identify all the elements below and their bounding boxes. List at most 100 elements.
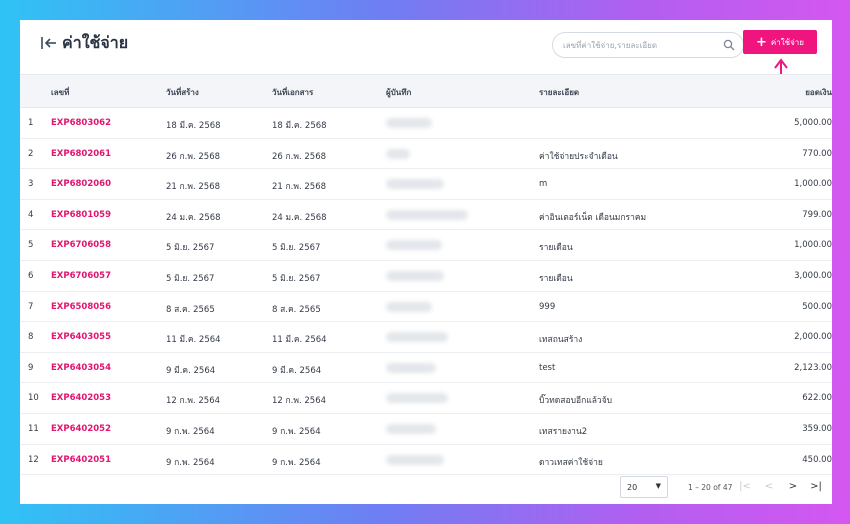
next-page-icon[interactable]: > [788,481,798,492]
expense-id-link[interactable]: EXP6802060 [51,179,111,190]
created-date: 9 มี.ค. 2564 [166,365,216,376]
created-date: 18 มี.ค. 2568 [166,121,221,131]
amount-value: 1,000.00 [794,179,832,190]
amount-value: 2,123.00 [794,362,832,373]
column-header-number[interactable]: เลขที่ [51,88,70,97]
document-date: 12 ก.พ. 2564 [272,396,327,407]
document-date: 21 ก.พ. 2568 [272,182,327,193]
column-header-amount[interactable]: ยอดเงิน [805,88,832,97]
expense-id-link[interactable]: EXP6402051 [51,454,111,465]
expense-id-link[interactable]: EXP6403055 [51,332,111,343]
document-date: 18 มี.ค. 2568 [272,121,327,131]
table-row[interactable]: 4 EXP6801059 24 ม.ค. 2568 24 ม.ค. 2568 ค่าอิ… [20,200,832,231]
expense-id-link[interactable]: EXP6508056 [51,301,111,312]
page-size-value: 20 [627,483,638,492]
expense-id-link[interactable]: EXP6802061 [51,148,111,159]
table-row[interactable]: 3 EXP6802060 21 ก.พ. 2568 21 ก.พ. 2568 m 1,00… [20,169,832,200]
prev-page-icon[interactable]: < [764,481,774,492]
detail-text: รายเดือน [539,273,573,284]
table-row[interactable]: 9 EXP6403054 9 มี.ค. 2564 9 มี.ค. 2564 test 2… [20,353,832,384]
recorder-name-redacted [386,270,444,284]
recorder-name-redacted [386,209,468,223]
table-row[interactable]: 6 EXP6706057 5 มิ.ย. 2567 5 มิ.ย. 2567 รายเด… [20,261,832,292]
row-number: 10 [28,393,39,404]
recorder-name-redacted [386,240,442,253]
back-icon[interactable] [40,34,58,52]
search-icon[interactable] [723,39,735,51]
expense-id-link[interactable]: EXP6801059 [51,209,111,220]
column-header-doc-date[interactable]: วันที่เอกสาร [272,88,314,97]
add-expense-label: ค่าใช้จ่าย [770,37,804,47]
created-date: 9 ก.พ. 2564 [166,457,215,468]
page-size-select[interactable]: 20 ▼ [620,476,668,498]
recorder-name-redacted [386,179,444,192]
amount-value: 622.00 [802,393,832,404]
column-header-created[interactable]: วันที่สร้าง [166,88,199,97]
caret-down-icon: ▼ [655,482,661,490]
recorder-name-redacted [386,454,444,468]
recorder-name-redacted [386,301,432,315]
page-header: ค่าใช้จ่าย + ค่าใช้จ่าย [20,20,832,104]
last-page-icon[interactable]: >| [810,481,822,492]
table-row[interactable]: 1 EXP6803062 18 มี.ค. 2568 18 มี.ค. 2568 5,0… [20,108,832,139]
document-date: 9 ก.พ. 2564 [272,457,321,468]
add-expense-button[interactable]: + ค่าใช้จ่าย [743,30,817,54]
row-number: 7 [28,301,34,312]
detail-text: ดาวเทสค่าใช้จ่าย [539,457,603,468]
created-date: 5 มิ.ย. 2567 [166,273,215,284]
recorder-name-redacted [386,362,436,376]
detail-text: เทสรายงาน2 [539,426,588,437]
recorder-name-redacted [386,393,448,406]
expense-id-link[interactable]: EXP6403054 [51,362,111,373]
table-row[interactable]: 10 EXP6402053 12 ก.พ. 2564 12 ก.พ. 2564 บิ๊ว… [20,383,832,414]
table-body: 1 EXP6803062 18 มี.ค. 2568 18 มี.ค. 2568 5,0… [20,108,832,476]
table-row[interactable]: 12 EXP6402051 9 ก.พ. 2564 9 ก.พ. 2564 ดาวเทส… [20,445,832,476]
detail-text: m [539,179,548,190]
document-date: 26 ก.พ. 2568 [272,151,327,162]
created-date: 24 ม.ค. 2568 [166,212,221,223]
expense-id-link[interactable]: EXP6706058 [51,240,111,251]
search-input[interactable] [563,37,713,53]
created-date: 8 ส.ค. 2565 [166,304,215,315]
document-date: 11 มี.ค. 2564 [272,335,327,346]
table-row[interactable]: 11 EXP6402052 9 ก.พ. 2564 9 ก.พ. 2564 เทสราย… [20,414,832,445]
detail-text: ค่าใช้จ่ายประจำเดือน [539,151,618,162]
row-number: 3 [28,179,34,190]
created-date: 11 มี.ค. 2564 [166,335,221,346]
expense-id-link[interactable]: EXP6402053 [51,393,111,404]
document-date: 5 มิ.ย. 2567 [272,243,321,254]
row-number: 8 [28,332,34,343]
amount-value: 799.00 [802,209,832,220]
table-row[interactable]: 8 EXP6403055 11 มี.ค. 2564 11 มี.ค. 2564 เทส… [20,322,832,353]
created-date: 12 ก.พ. 2564 [166,396,221,407]
row-number: 6 [28,270,34,281]
created-date: 26 ก.พ. 2568 [166,151,221,162]
page-title: ค่าใช้จ่าย [62,33,129,52]
column-header-detail[interactable]: รายละเอียด [539,88,580,97]
table-header: เลขที่ วันที่สร้าง วันที่เอกสาร ผู้บันทึ… [20,74,832,108]
document-date: 5 มิ.ย. 2567 [272,273,321,284]
table-row[interactable]: 7 EXP6508056 8 ส.ค. 2565 8 ส.ค. 2565 999 500.… [20,292,832,323]
recorder-name-redacted [386,423,436,437]
expense-id-link[interactable]: EXP6803062 [51,118,111,128]
created-date: 21 ก.พ. 2568 [166,182,221,193]
detail-text: test [539,362,556,373]
document-date: 9 มี.ค. 2564 [272,365,322,376]
row-number: 9 [28,362,34,373]
amount-value: 5,000.00 [794,118,832,128]
table-row[interactable]: 5 EXP6706058 5 มิ.ย. 2567 5 มิ.ย. 2567 รายเด… [20,230,832,261]
document-date: 8 ส.ค. 2565 [272,304,321,315]
first-page-icon[interactable]: |< [739,481,751,492]
amount-value: 3,000.00 [794,270,832,281]
recorder-name-redacted [386,332,448,345]
amount-value: 770.00 [802,148,832,159]
column-header-recorder[interactable]: ผู้บันทึก [386,88,412,97]
expense-id-link[interactable]: EXP6402052 [51,423,111,434]
created-date: 9 ก.พ. 2564 [166,426,215,437]
expense-id-link[interactable]: EXP6706057 [51,270,111,281]
row-number: 12 [28,454,39,465]
table-row[interactable]: 2 EXP6802061 26 ก.พ. 2568 26 ก.พ. 2568 ค่าใช… [20,139,832,170]
detail-text: ค่าอินเตอร์เน็ต เดือนมกราคม [539,212,647,223]
recorder-name-redacted [386,148,410,162]
amount-value: 359.00 [802,423,832,434]
